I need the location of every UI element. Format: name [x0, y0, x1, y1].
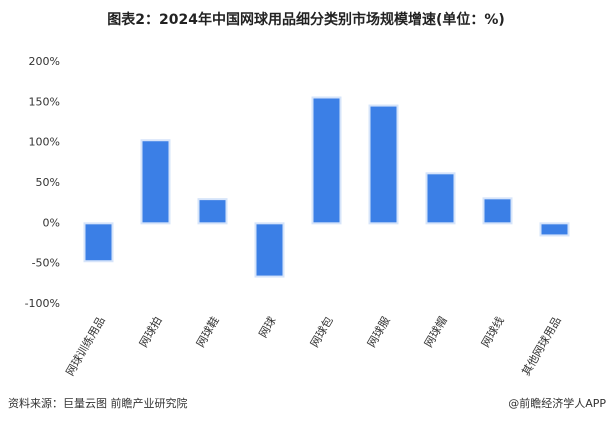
x-tick-label: 其他网球用品: [519, 314, 564, 378]
x-tick-label: 网球包: [307, 314, 336, 350]
chart-title: 图表2：2024年中国网球用品细分类别市场规模增速(单位：%): [107, 11, 505, 28]
bar: [311, 96, 342, 225]
bar: [482, 197, 513, 225]
bar: [539, 222, 570, 237]
x-tick-label: 网球线: [478, 314, 507, 350]
source-note: 资料来源：巨量云图 前瞻产业研究院: [8, 396, 188, 410]
bar: [368, 104, 399, 225]
x-tick-label: 网球服: [364, 314, 393, 350]
y-tick-label: -50%: [32, 257, 60, 270]
bar: [140, 139, 171, 225]
bar: [83, 222, 114, 263]
bar: [254, 222, 285, 278]
credit: @前瞻经济学人APP: [508, 396, 606, 410]
x-tick-label: 网球帽: [421, 314, 450, 350]
y-tick-label: -100%: [25, 297, 60, 310]
y-tick-label: 150%: [29, 95, 60, 108]
y-tick-label: 0%: [43, 216, 60, 229]
bar: [425, 172, 456, 225]
x-tick-label: 网球鞋: [193, 314, 222, 350]
x-tick-label: 网球训练用品: [63, 314, 108, 378]
x-tick-label: 网球: [256, 314, 279, 340]
y-tick-label: 100%: [29, 136, 60, 149]
bar: [197, 198, 228, 225]
y-tick-label: 200%: [29, 55, 60, 68]
y-tick-label: 50%: [36, 176, 60, 189]
x-tick-label: 网球拍: [136, 314, 165, 350]
